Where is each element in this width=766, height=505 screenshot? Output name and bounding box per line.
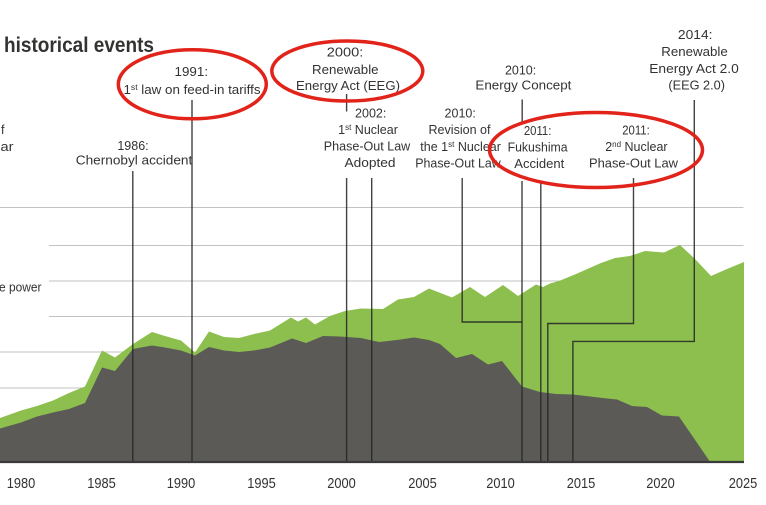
svg-text:Energy Act 2.0: Energy Act 2.0 (649, 62, 739, 76)
svg-text:1980: 1980 (7, 475, 36, 492)
svg-text:1st Nuclear: 1st Nuclear (338, 123, 398, 137)
svg-text:1986:: 1986: (117, 139, 148, 153)
svg-text:Revision of: Revision of (429, 123, 492, 137)
svg-text:2014:: 2014: (678, 28, 713, 42)
svg-text:Energy Concept: Energy Concept (475, 79, 572, 93)
svg-text:1985: 1985 (87, 475, 116, 492)
svg-text:Energy Act (EEG): Energy Act (EEG) (296, 79, 400, 93)
svg-text:1995: 1995 (247, 475, 276, 492)
svg-text:Accident: Accident (514, 157, 565, 171)
svg-text:1991:: 1991: (175, 65, 209, 79)
svg-text:2011:: 2011: (622, 124, 650, 138)
svg-text:2005: 2005 (408, 475, 437, 492)
svg-text:2015: 2015 (567, 475, 596, 492)
svg-text:2020: 2020 (646, 475, 675, 492)
svg-text:1990: 1990 (167, 475, 196, 492)
svg-text:2nd Nuclear: 2nd Nuclear (605, 140, 667, 154)
svg-text:Chernobyl accident: Chernobyl accident (76, 154, 193, 168)
svg-text:Phase-Out Law: Phase-Out Law (415, 157, 501, 171)
svg-text:1st law on feed-in tariffs: 1st law on feed-in tariffs (124, 83, 261, 97)
svg-text:Fukushima: Fukushima (508, 141, 568, 155)
svg-text:2002:: 2002: (355, 107, 386, 121)
svg-text:Phase-Out Law: Phase-Out Law (324, 140, 411, 154)
svg-text:Renewable: Renewable (312, 63, 379, 77)
svg-text:Phase-Out Law: Phase-Out Law (589, 157, 679, 171)
svg-text:2000: 2000 (327, 475, 356, 492)
svg-text:ar: ar (1, 140, 14, 154)
svg-text:2000:: 2000: (327, 46, 364, 60)
svg-text:Adopted: Adopted (345, 156, 396, 170)
svg-text:2025: 2025 (729, 475, 758, 492)
svg-text:f: f (1, 123, 5, 137)
svg-text:Renewable: Renewable (661, 45, 728, 59)
svg-text:e power: e power (0, 281, 42, 295)
svg-text:2010:: 2010: (505, 64, 536, 78)
svg-text:(EEG 2.0): (EEG 2.0) (668, 79, 725, 93)
svg-text:2010:: 2010: (445, 107, 476, 121)
svg-text:historical events: historical events (4, 33, 154, 57)
svg-text:2011:: 2011: (524, 124, 552, 138)
svg-text:2010: 2010 (486, 475, 515, 492)
